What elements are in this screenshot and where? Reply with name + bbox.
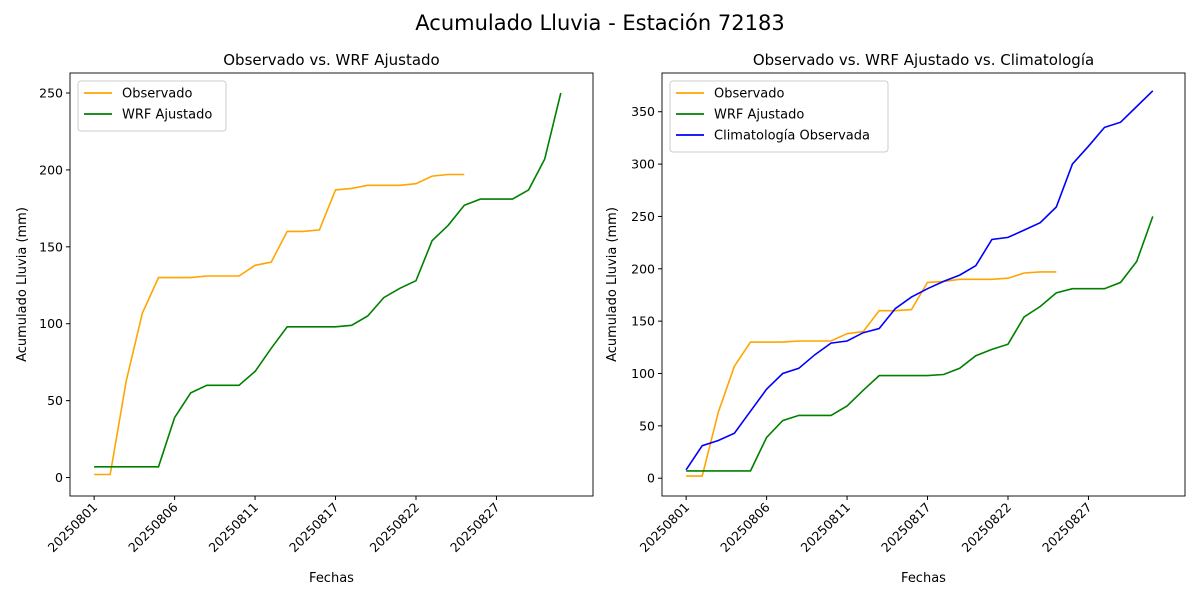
series-line-climatolog-a-observada [685, 90, 1154, 471]
series-line-observado [686, 271, 1057, 477]
x-tick-label: 20250801 [45, 500, 101, 556]
y-tick-label: 50 [639, 418, 655, 433]
x-tick-label: 20250806 [125, 499, 181, 555]
y-tick-label: 100 [631, 366, 655, 381]
y-tick-label: 0 [647, 471, 655, 486]
y-tick-label: 250 [39, 85, 63, 100]
y-tick-label: 250 [631, 209, 655, 224]
y-tick-label: 300 [631, 157, 655, 172]
y-tick-label: 200 [39, 162, 63, 177]
x-tick-label: 20250822 [959, 500, 1015, 556]
x-axis-label: Fechas [309, 571, 354, 586]
x-tick-label: 20250806 [717, 499, 773, 555]
x-tick-label: 20250817 [878, 500, 934, 556]
y-axis-label: Acumulado Lluvia (mm) [605, 207, 620, 362]
x-tick-label: 20250827 [447, 500, 503, 556]
subplot-title: Observado vs. WRF Ajustado [223, 51, 439, 69]
y-tick-label: 350 [631, 104, 655, 119]
legend: Observado WRF Ajustado Climatología Observ… [669, 80, 889, 153]
axes-frame [661, 72, 1186, 497]
x-tick-label: 20250811 [206, 500, 262, 556]
y-tick-label: 50 [47, 393, 63, 408]
legend-label: Observado [714, 87, 785, 102]
x-tick-label: 20250811 [798, 500, 854, 556]
x-tick-label: 20250817 [286, 500, 342, 556]
series-line-observado [94, 173, 465, 476]
x-tick-label: 20250801 [637, 500, 693, 556]
subplot-title: Observado vs. WRF Ajustado vs. Climatolo… [753, 51, 1094, 69]
x-tick-label: 20250827 [1039, 500, 1095, 556]
y-tick-label: 150 [39, 239, 63, 254]
y-tick-label: 100 [39, 316, 63, 331]
y-axis-label: Acumulado Lluvia (mm) [15, 207, 30, 362]
subplot-2: Observado vs. WRF Ajustado vs. Climatolo… [605, 51, 1186, 586]
legend-box [77, 80, 227, 132]
y-tick-label: 200 [631, 261, 655, 276]
x-tick-label: 20250822 [367, 500, 423, 556]
legend-box [669, 80, 889, 153]
x-axis-label: Fechas [901, 571, 946, 586]
series-line-wrf-ajustado [686, 216, 1154, 472]
legend: Observado WRF Ajustado [77, 80, 227, 132]
legend-label: WRF Ajustado [122, 108, 212, 123]
figure-title: Acumulado Lluvia - Estación 72183 [415, 11, 784, 35]
y-tick-label: 0 [55, 470, 63, 485]
legend-label: Climatología Observada [714, 129, 870, 144]
series-line-wrf-ajustado [94, 92, 562, 468]
legend-label: WRF Ajustado [714, 108, 804, 123]
axes-frame [69, 72, 594, 497]
subplot-1: Observado vs. WRF Ajustado 0 50 100 150 200 25… [15, 51, 594, 586]
legend-label: Observado [122, 87, 193, 102]
y-tick-label: 150 [631, 314, 655, 329]
